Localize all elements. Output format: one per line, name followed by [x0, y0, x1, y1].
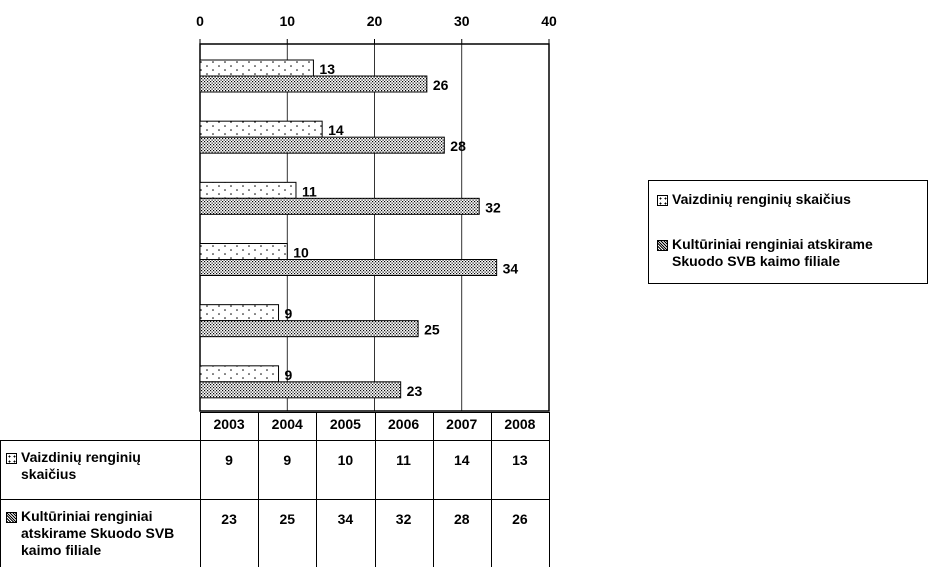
data-label: 32	[485, 199, 501, 215]
legend: Vaizdinių renginių skaičius Kultūriniai …	[648, 180, 928, 284]
legend-swatch-dense-icon	[657, 240, 668, 251]
table-value-cell: 9	[283, 452, 292, 468]
table-gridline	[0, 440, 1, 567]
data-label: 9	[285, 367, 293, 383]
table-swatch-sparse-icon	[6, 453, 17, 464]
table-value-cell: 9	[225, 452, 233, 468]
table-gridline	[490, 412, 492, 567]
bars	[199, 59, 498, 399]
bar-kulturiniai-2005	[199, 259, 498, 276]
bar-kulturiniai-2003	[199, 381, 402, 399]
bar-vaizdiniu-2005	[199, 243, 288, 260]
x-axis-ticks: 0 10 20 30 40	[196, 13, 557, 44]
table-gridline	[0, 499, 550, 500]
data-label: 9	[285, 306, 293, 322]
table-value-cell: 13	[512, 452, 528, 468]
table-gridline	[549, 412, 550, 567]
gridlines	[286, 44, 463, 411]
bar-kulturiniai-2007	[199, 136, 445, 154]
table-row-header: Vaizdinių renginių skaičius	[0, 440, 200, 499]
data-label: 25	[424, 322, 440, 338]
data-label: 13	[319, 61, 335, 77]
table-value-cell: 32	[395, 511, 412, 527]
data-labels: 9 23 9 25 10 34 11 32 14 28 13 26	[285, 61, 519, 399]
table-gridline	[432, 412, 434, 567]
table-value-cell: 26	[512, 511, 528, 527]
bar-kulturiniai-2004	[199, 320, 419, 338]
data-label: 11	[302, 183, 317, 199]
table-year-header: 2003	[213, 416, 245, 432]
x-tick-label: 40	[541, 13, 557, 29]
x-tick-label: 30	[454, 13, 470, 29]
table-year-header: 2008	[504, 416, 536, 432]
x-tick-label: 20	[367, 13, 383, 29]
x-tick-label: 0	[196, 13, 204, 29]
table-value-cell: 23	[221, 511, 237, 527]
data-label: 23	[407, 383, 423, 399]
legend-label: Kultūriniai renginiai atskirame Skuodo S…	[672, 236, 873, 269]
legend-label: Vaizdinių renginių skaičius	[672, 191, 851, 207]
table-row-header: Kultūriniai renginiai atskirame Skuodo S…	[0, 499, 200, 567]
table-gridline	[200, 412, 201, 567]
table-gridline	[258, 412, 260, 567]
table-year-header: 2004	[271, 416, 303, 432]
table-year-header: 2006	[388, 416, 420, 432]
bar-vaizdiniu-2004	[199, 304, 280, 322]
legend-swatch-sparse-icon	[657, 195, 668, 206]
bar-kulturiniai-2006	[199, 197, 480, 215]
bar-vaizdiniu-2003	[199, 365, 280, 383]
data-label: 34	[503, 261, 519, 277]
table-value-cell: 10	[337, 452, 354, 468]
data-label: 28	[450, 138, 466, 154]
legend-item-series-1: Vaizdinių renginių skaičius	[657, 191, 923, 208]
data-label: 26	[433, 77, 449, 93]
data-label: 10	[293, 245, 309, 261]
table-year-header: 2007	[446, 416, 478, 432]
bar-vaizdiniu-2008	[199, 59, 314, 77]
table-value-cell: 14	[453, 452, 470, 468]
table-gridline	[316, 412, 318, 567]
bar-kulturiniai-2008	[199, 75, 428, 93]
table-row-header-label: Kultūriniai renginiai atskirame Skuodo S…	[21, 508, 175, 558]
bar-vaizdiniu-2007	[199, 120, 323, 138]
table-swatch-dense-icon	[6, 512, 17, 523]
table-value-cell: 25	[279, 511, 296, 527]
table-value-cell: 28	[453, 511, 470, 527]
table-year-header: 2005	[329, 416, 361, 432]
x-tick-label: 10	[279, 13, 295, 29]
table-value-cell: 11	[396, 452, 411, 468]
data-label: 14	[328, 122, 344, 138]
table-value-cell: 34	[337, 511, 354, 527]
bar-vaizdiniu-2006	[199, 181, 297, 199]
table-gridline	[0, 440, 550, 441]
table-gridline	[374, 412, 376, 567]
table-row-header-label: Vaizdinių renginių skaičius	[21, 449, 141, 482]
legend-item-series-2: Kultūriniai renginiai atskirame Skuodo S…	[657, 236, 923, 270]
